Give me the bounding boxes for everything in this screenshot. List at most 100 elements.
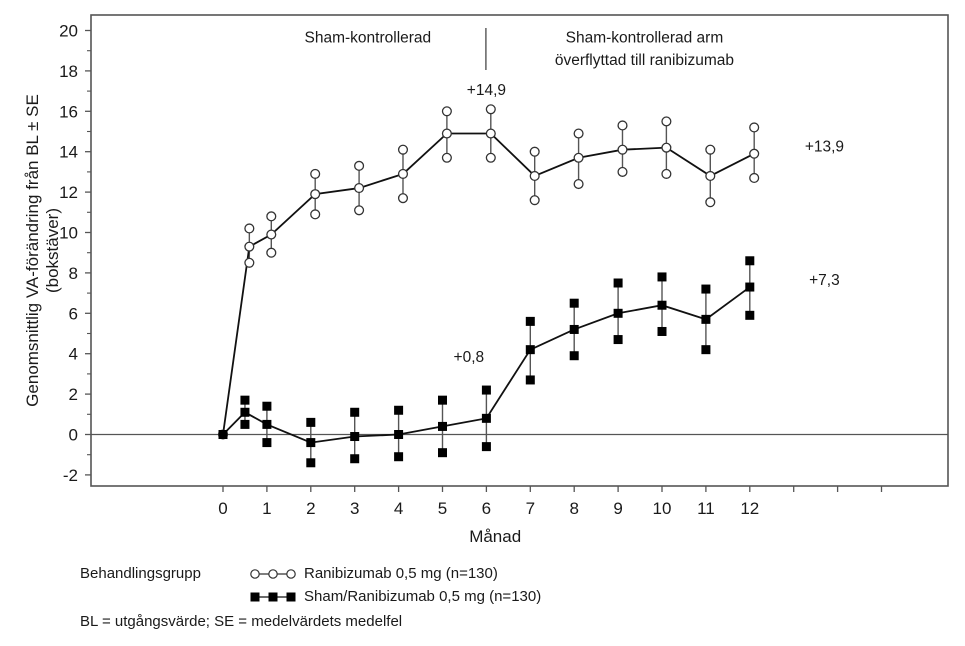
error-cap-upper (438, 395, 447, 405)
reference-lines (91, 28, 948, 436)
series-line (222, 132, 755, 435)
y-axis-title-line2: (bokstäver) (43, 208, 62, 293)
data-point (745, 282, 755, 292)
error-cap-lower (244, 257, 255, 268)
data-point (529, 170, 540, 181)
legend-entry-sham: Sham/Ranibizumab 0,5 mg (n=130) (250, 588, 541, 605)
error-cap-lower (525, 375, 535, 385)
data-point (438, 421, 447, 431)
error-cap-upper (529, 146, 540, 157)
error-cap-lower (350, 454, 360, 464)
y-tick-label: -2 (63, 466, 78, 485)
x-tick-label: 10 (653, 499, 672, 518)
error-cap-lower (529, 195, 540, 206)
data-point (397, 168, 409, 179)
y-tick-label: 6 (69, 304, 78, 323)
x-tick-label: 11 (697, 499, 715, 518)
data-point (525, 345, 535, 355)
error-cap-upper (481, 385, 491, 395)
y-tick-label: 14 (59, 143, 78, 162)
error-cap-lower (394, 452, 404, 462)
error-cap-upper (350, 407, 360, 417)
annotations: Sham-kontrollerad Sham-kontrollerad arm öv… (305, 30, 845, 366)
data-point (306, 438, 316, 448)
error-cap-upper (573, 128, 584, 139)
annotation: +13,9 (805, 139, 844, 156)
data-point (262, 419, 272, 429)
x-tick-label: 5 (438, 499, 447, 518)
error-cap-upper (613, 278, 623, 288)
x-tick-label: 4 (394, 499, 403, 518)
data-point (661, 142, 672, 153)
error-cap-upper (749, 122, 760, 133)
data-point (613, 308, 623, 318)
error-cap-upper (701, 284, 711, 294)
data-point (394, 430, 404, 439)
error-cap-upper (441, 106, 452, 117)
legend-label: Ranibizumab 0,5 mg (n=130) (304, 565, 498, 582)
x-tick-label: 7 (526, 499, 535, 518)
x-axis-title: Månad (469, 527, 521, 546)
error-cap-upper (485, 104, 496, 115)
annotation: +14,9 (467, 82, 506, 99)
y-tick-label: 12 (59, 183, 78, 202)
x-tick-label: 0 (218, 499, 227, 518)
x-tick-label: 6 (482, 499, 491, 518)
filled-square-line-icon (250, 592, 296, 601)
x-tick-label: 1 (262, 499, 271, 518)
footnote: BL = utgångsvärde; SE = medelvärdets med… (80, 613, 403, 630)
x-tick-label: 3 (350, 499, 359, 518)
data-point (701, 314, 711, 324)
error-cap-upper (354, 160, 365, 171)
error-cap-lower (441, 152, 452, 163)
error-cap-lower (266, 247, 277, 258)
error-cap-lower (397, 193, 409, 204)
series-ranibizumab (217, 104, 760, 440)
error-cap-upper (745, 256, 755, 266)
open-circle-line-icon (250, 568, 296, 579)
error-cap-lower (354, 205, 365, 216)
error-cap-lower (617, 166, 628, 177)
data-point (657, 300, 667, 310)
error-cap-lower (306, 458, 316, 468)
data-point (218, 430, 228, 439)
error-cap-lower (240, 419, 250, 429)
data-point (310, 189, 321, 200)
data-point (441, 128, 452, 139)
data-point (244, 241, 255, 252)
x-tick-label: 8 (569, 499, 578, 518)
error-cap-upper (397, 144, 409, 155)
error-cap-upper (569, 298, 579, 308)
plot-frame (90, 14, 949, 487)
error-cap-lower (749, 172, 760, 184)
error-cap-upper (266, 211, 277, 222)
annotation: +7,3 (809, 272, 840, 289)
y-tick-label: 4 (69, 345, 78, 364)
x-tick-label: 2 (306, 499, 315, 518)
error-cap-lower (613, 335, 623, 345)
error-cap-lower (573, 178, 584, 190)
data-point (350, 432, 360, 442)
error-cap-lower (481, 442, 491, 452)
error-cap-upper (244, 223, 255, 234)
data-point (240, 407, 250, 417)
error-cap-upper (240, 395, 250, 405)
error-cap-upper (657, 272, 667, 282)
y-tick-label: 20 (59, 22, 78, 41)
y-tick-label: 8 (69, 264, 78, 283)
y-tick-label: 10 (59, 224, 78, 243)
data-point (569, 324, 579, 334)
data-point (749, 148, 760, 159)
error-cap-upper (310, 168, 321, 179)
error-cap-upper (525, 316, 535, 326)
error-cap-upper (394, 405, 404, 415)
error-cap-upper (262, 401, 272, 411)
error-cap-lower (262, 438, 272, 448)
error-cap-lower (661, 168, 672, 179)
error-cap-upper (306, 417, 316, 427)
error-cap-lower (438, 448, 447, 458)
legend-entry-ranibizumab: Ranibizumab 0,5 mg (n=130) (250, 565, 498, 582)
y-axis-title: Genomsnittlig VA-förändring från BL ± SE (23, 94, 42, 407)
y-tick-label: 18 (59, 62, 78, 81)
